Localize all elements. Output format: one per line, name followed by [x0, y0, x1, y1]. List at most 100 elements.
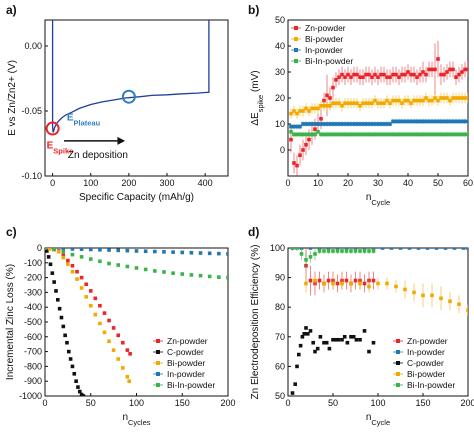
- data-point: [340, 72, 344, 77]
- y-tick-label: -0.10: [21, 171, 42, 181]
- data-point: [340, 132, 344, 137]
- x-tick-label: 400: [198, 178, 213, 188]
- data-point: [153, 249, 157, 254]
- data-point: [354, 337, 359, 342]
- data-point: [217, 251, 221, 256]
- x-tick-label: 10: [313, 178, 323, 188]
- data-point: [324, 340, 329, 345]
- data-point: [454, 132, 458, 137]
- data-point: [322, 340, 326, 345]
- data-point: [451, 96, 455, 100]
- data-point: [334, 101, 338, 105]
- data-point: [315, 346, 320, 351]
- data-point: [70, 364, 75, 369]
- data-point: [362, 249, 367, 253]
- data-point: [424, 119, 428, 124]
- panel-letter: c): [6, 225, 17, 239]
- data-point: [421, 119, 425, 124]
- data-point: [319, 132, 323, 137]
- data-point: [61, 249, 66, 254]
- data-point: [65, 340, 69, 345]
- data-point: [448, 299, 452, 304]
- data-point: [61, 253, 66, 258]
- data-point: [376, 122, 380, 126]
- y-tick-label: -900: [24, 376, 42, 386]
- data-point: [344, 249, 349, 253]
- data-point: [331, 122, 335, 126]
- data-point: [445, 119, 449, 124]
- data-point: [331, 249, 335, 253]
- data-point: [326, 249, 331, 253]
- data-point: [418, 132, 422, 137]
- data-point: [322, 249, 326, 253]
- data-point: [388, 122, 392, 126]
- data-point: [81, 394, 86, 396]
- legend-label: In-powder: [305, 45, 343, 55]
- y-tick-label: -600: [24, 332, 42, 342]
- data-point: [403, 132, 407, 137]
- data-point: [407, 248, 412, 250]
- data-point: [448, 67, 452, 72]
- x-tick-label: 100: [129, 398, 144, 408]
- data-point: [439, 72, 443, 77]
- data-point: [466, 119, 468, 124]
- data-point: [56, 298, 60, 302]
- data-point: [385, 75, 389, 79]
- y-tick-label: 50: [275, 15, 285, 25]
- data-point: [415, 75, 419, 79]
- data-point: [433, 96, 437, 100]
- data-point: [313, 122, 317, 126]
- data-point: [457, 119, 461, 124]
- series-bi-in-powder: [289, 129, 468, 137]
- spike-label: ESpike: [47, 141, 74, 156]
- data-point: [301, 148, 305, 152]
- data-point: [290, 248, 295, 250]
- data-point: [319, 122, 323, 126]
- data-point: [349, 101, 353, 105]
- data-point: [322, 132, 326, 137]
- data-point: [427, 132, 431, 137]
- data-point: [300, 335, 305, 339]
- data-point: [343, 101, 347, 105]
- data-point: [421, 132, 425, 137]
- data-point: [47, 248, 52, 251]
- data-point: [370, 101, 374, 105]
- plateau-marker: [121, 89, 136, 104]
- plot-area: [45, 248, 228, 396]
- data-point: [313, 349, 317, 354]
- data-point: [379, 122, 383, 126]
- data-point: [457, 96, 461, 100]
- data-point: [331, 85, 335, 90]
- y-axis-label: ΔEspike (mV): [250, 70, 265, 125]
- data-point: [388, 101, 392, 105]
- data-point: [349, 132, 353, 137]
- data-point: [343, 132, 347, 137]
- data-point: [333, 337, 338, 342]
- data-point: [355, 122, 359, 126]
- data-point: [427, 67, 431, 72]
- data-point: [297, 352, 301, 357]
- data-point: [295, 124, 299, 129]
- arrow-head: [117, 136, 126, 145]
- data-point: [125, 248, 130, 253]
- data-point: [310, 106, 314, 111]
- x-axis-label: nCycle: [366, 192, 390, 207]
- data-point: [418, 98, 422, 103]
- legend-label: In-powder: [167, 369, 205, 379]
- y-tick-label: 60: [275, 361, 285, 371]
- data-point: [451, 132, 455, 137]
- x-tick-label: 0: [285, 398, 290, 408]
- data-point: [412, 132, 416, 137]
- data-point: [403, 98, 407, 103]
- y-tick-label: 100: [270, 243, 285, 253]
- data-point: [433, 132, 437, 137]
- data-point: [376, 101, 380, 105]
- data-point: [448, 98, 452, 103]
- data-point: [361, 132, 365, 137]
- data-point: [134, 249, 139, 253]
- data-point: [292, 124, 296, 129]
- data-point: [415, 132, 419, 137]
- data-point: [79, 286, 84, 290]
- data-point: [292, 161, 296, 165]
- data-point: [346, 72, 350, 77]
